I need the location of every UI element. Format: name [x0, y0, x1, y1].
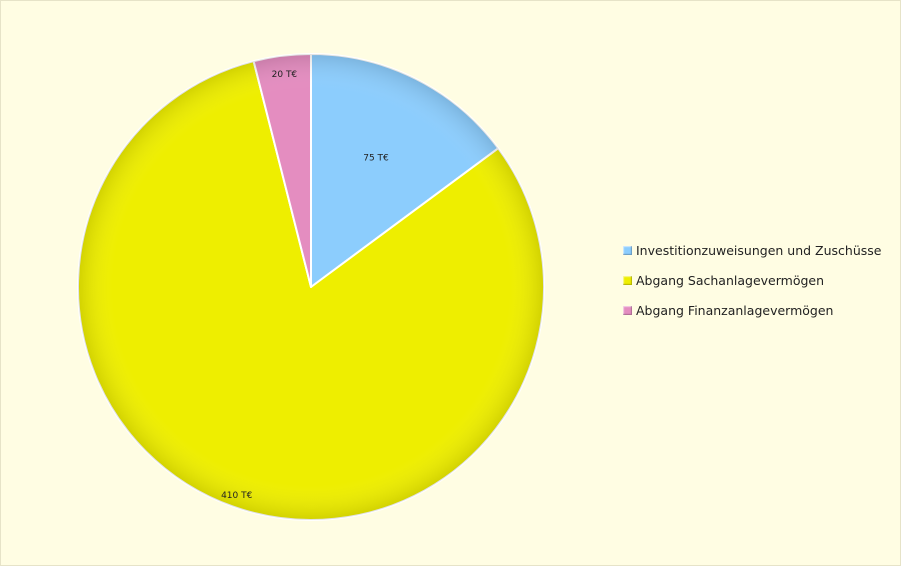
- data-label-sachanlagevermoegen: 410 T€: [221, 491, 253, 501]
- legend-label-investitionzuweisungen: Investitionzuweisungen und Zuschüsse: [636, 242, 882, 258]
- legend-swatch-finanzanlagevermoegen: [623, 305, 632, 315]
- legend: Investitionzuweisungen und Zuschüsse Abg…: [623, 235, 899, 325]
- legend-swatch-sachanlagevermoegen: [623, 275, 632, 285]
- legend-swatch-investitionzuweisungen: [623, 245, 632, 255]
- legend-item-investitionzuweisungen: Investitionzuweisungen und Zuschüsse: [623, 235, 899, 265]
- legend-item-finanzanlagevermoegen: Abgang Finanzanlagevermögen: [623, 295, 899, 325]
- data-label-finanzanlagevermoegen: 20 T€: [272, 70, 298, 80]
- legend-item-sachanlagevermoegen: Abgang Sachanlagevermögen: [623, 265, 899, 295]
- pie-shading: [78, 54, 544, 520]
- legend-label-sachanlagevermoegen: Abgang Sachanlagevermögen: [636, 272, 825, 288]
- legend-label-finanzanlagevermoegen: Abgang Finanzanlagevermögen: [636, 302, 834, 318]
- data-label-investitionzuweisungen: 75 T€: [363, 154, 389, 164]
